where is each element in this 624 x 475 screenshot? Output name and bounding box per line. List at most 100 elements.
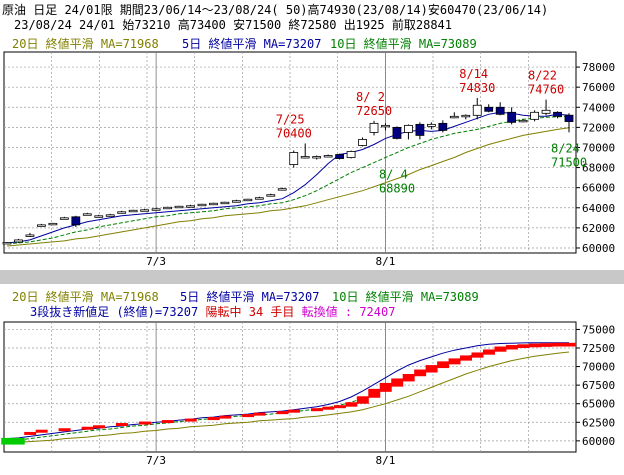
candle-body [140,209,150,212]
new-price-brick [333,405,346,409]
new-price-brick [551,342,564,347]
candle-body [254,197,264,200]
price-ytick-label: 66000 [582,182,615,195]
newprice-ytick-label: 67500 [582,379,615,392]
new-price-brick [138,421,151,425]
candle-body [186,205,195,208]
ma5-line [6,111,570,244]
new-price-brick [288,409,300,413]
newprice-ytick-label: 60000 [582,435,615,448]
new-price-brick [242,414,255,418]
new-price-brick [448,358,461,365]
new-price-brick [219,415,232,419]
price-ytick-label: 78000 [582,61,615,74]
candle-body [369,122,379,133]
newprice-ytick-label: 70000 [582,361,615,374]
candle-body [117,211,127,214]
candle-body [346,151,356,158]
newprice-xtick-label: 7/3 [146,454,166,467]
candle-body [541,109,551,114]
ma20-line [6,127,570,247]
annotation-date: 7/25 [276,112,305,126]
new-price-brick [1,437,14,445]
price-ytick-label: 70000 [582,141,615,154]
candle-body [94,215,104,218]
newprice-panel: 20日 終値平滑 MA=71968 5日 終値平滑 MA=73207 10日 終… [0,284,624,475]
annotation-value: 74830 [459,81,495,95]
candlestick-chart: 60000 62000 64000 66000 68000 70000 72000 74000… [2,51,615,268]
price-ytick-label: 72000 [582,121,615,134]
candle-body [128,209,138,213]
new-price-brick [81,426,94,430]
candle-body [243,198,253,202]
new-price-brick [540,343,553,347]
candle-body [495,106,505,115]
newprice-ytick-label: 62500 [582,416,615,429]
new-price-brick [471,352,484,358]
info-count: 34 手目 [248,305,295,319]
candle-body [438,122,448,131]
new-price-brick [276,411,289,415]
candle-body [25,234,35,237]
legend2-ma5: 5日 終値平滑 MA=73207 [180,290,320,304]
candle-body [37,224,46,227]
candle-body [335,154,345,159]
price-xtick-label: 7/3 [146,255,166,268]
new-price-brick [58,428,71,432]
new-price-brick [310,408,323,412]
candle-body [358,139,367,146]
newprice-ytick-label: 75000 [582,323,615,336]
candle-body [82,213,92,216]
annotation-value: 68890 [379,182,415,196]
candle-body [461,114,471,118]
price-ytick-label: 68000 [582,162,615,175]
new-price-brick [207,417,220,421]
candle-body [472,104,482,116]
legend-ma20: 20日 終値平滑 MA=71968 [12,37,159,51]
candle-body [151,208,161,211]
new-price-brick [161,420,174,424]
new-price-brick [93,425,105,429]
newprice-chart: 60000 62500 65000 67500 70000 72500 75000 7/3 8/… [1,321,615,467]
annotation-value: 71500 [551,155,587,169]
price-ytick-label: 64000 [582,202,615,215]
candle-body [277,188,287,191]
candle-body [220,201,230,205]
info-state: 陽転中 [205,305,242,319]
new-price-brick [368,388,381,398]
newprice-xtick-label: 8/1 [375,454,395,467]
legend-ma5: 5日 終値平滑 MA=73207 [182,37,322,51]
candle-body [197,203,207,207]
legend2-ma10: 10日 終値平滑 MA=73089 [332,290,479,304]
new-price-brick [253,412,266,416]
candle-body [381,124,390,128]
new-price-brick [356,396,369,404]
legend2-ma20: 20日 終値平滑 MA=71968 [12,290,159,304]
new-price-brick [460,355,473,361]
candle-body [231,200,241,203]
newprice-ytick-label: 65000 [582,398,615,411]
new-price-brick [563,342,576,347]
candle-body [71,216,81,226]
new-price-brick [184,418,197,422]
ma20-line-lower [6,351,570,444]
new-price-brick [437,361,450,369]
candle-body [449,115,459,119]
price-ytick-label: 74000 [582,101,615,114]
candle-body [174,205,184,209]
new-price-brick [24,431,37,435]
candle-body [392,126,402,139]
annotation-date: 8/ 2 [356,90,385,104]
candle-body [507,111,517,123]
candle-body [553,111,562,117]
info-reversal: 転換値 : 72407 [301,305,396,319]
new-price-brick [391,378,404,387]
candle-body [404,124,413,133]
new-price-brick [425,365,438,373]
new-price-brick [322,406,335,410]
candle-body [2,242,12,245]
new-price-brick [482,349,495,355]
candle-body [426,123,436,127]
candle-body [312,156,322,159]
new-price-brick [517,344,530,348]
